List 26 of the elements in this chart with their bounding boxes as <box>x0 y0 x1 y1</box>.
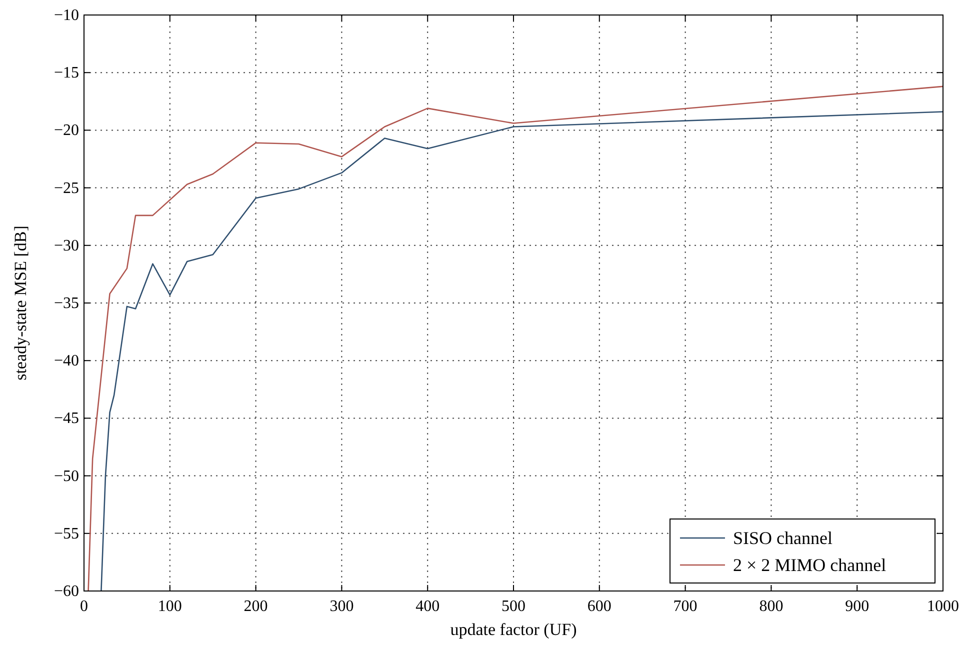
x-tick-label: 200 <box>244 598 268 615</box>
y-tick-label: −55 <box>54 525 79 542</box>
x-tick-label: 800 <box>759 598 784 615</box>
legend-label: SISO channel <box>733 528 832 548</box>
x-tick-label: 500 <box>502 598 526 615</box>
x-tick-label: 700 <box>673 598 698 615</box>
x-tick-label: 600 <box>587 598 612 615</box>
x-tick-label: 1000 <box>927 598 959 615</box>
x-tick-label: 900 <box>845 598 870 615</box>
y-axis-title: steady-state MSE [dB] <box>11 226 30 380</box>
y-tick-label: −30 <box>54 237 79 254</box>
y-tick-label: −35 <box>54 295 79 312</box>
y-tick-label: −25 <box>54 180 79 197</box>
y-tick-label: −20 <box>54 122 79 140</box>
legend-label: 2 × 2 MIMO channel <box>733 555 886 575</box>
x-tick-label: 100 <box>158 598 182 615</box>
y-tick-label: −40 <box>54 352 79 370</box>
y-tick-label: −50 <box>54 468 79 485</box>
y-tick-label: −60 <box>54 583 79 600</box>
y-tick-label: −10 <box>54 7 79 24</box>
x-tick-label: 400 <box>416 598 440 615</box>
y-tick-label: −45 <box>54 410 79 428</box>
x-tick-label: 0 <box>80 598 88 615</box>
x-tick-label: 300 <box>330 598 354 615</box>
x-axis-title: update factor (UF) <box>450 620 577 639</box>
y-tick-label: −15 <box>54 64 79 82</box>
